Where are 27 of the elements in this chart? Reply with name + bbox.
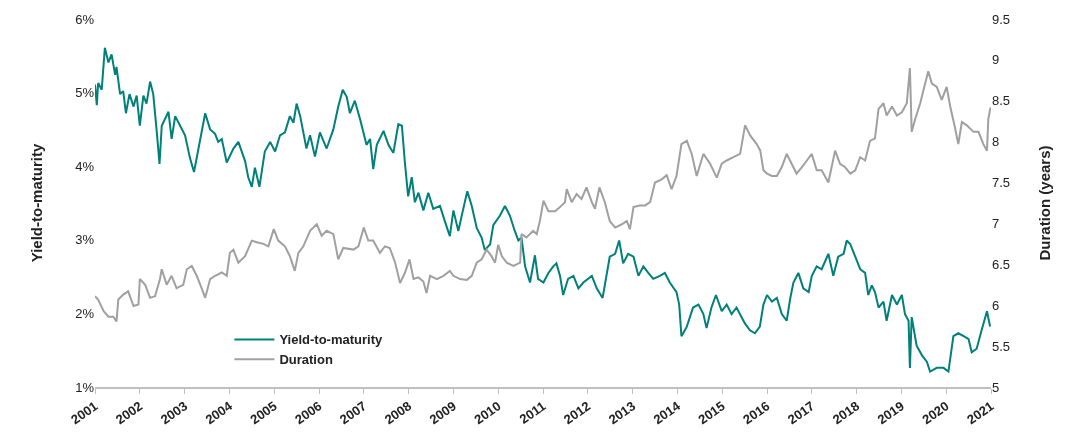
x-tick-label: 2004 bbox=[202, 397, 236, 428]
x-tick-label: 2014 bbox=[650, 397, 684, 428]
y-axis-title: Yield-to-maturity bbox=[28, 143, 46, 263]
line-series bbox=[95, 67, 991, 323]
y-tick-label: 2% bbox=[75, 305, 95, 321]
y2-tick-label: 7.5 bbox=[992, 175, 1011, 191]
y2-axis-title: Duration (years) bbox=[1036, 145, 1054, 261]
y-tick-label: 3% bbox=[75, 232, 95, 248]
legend-label: Yield-to-maturity bbox=[279, 332, 383, 348]
x-tick-label: 2011 bbox=[516, 398, 549, 427]
y2-tick-label: 6 bbox=[992, 297, 1000, 313]
x-tick-label: 2009 bbox=[426, 398, 459, 428]
y2-tick-label: 7 bbox=[992, 215, 1000, 231]
y2-tick-label: 9 bbox=[992, 52, 1000, 68]
y2-tick-label: 9.5 bbox=[992, 11, 1011, 27]
y-tick-label: 1% bbox=[75, 379, 95, 395]
y2-tick-label: 6.5 bbox=[992, 256, 1011, 272]
y-tick-label: 4% bbox=[75, 158, 95, 174]
legend-label: Duration bbox=[279, 352, 333, 368]
x-tick-label: 2019 bbox=[874, 398, 907, 428]
y2-tick-label: 5 bbox=[992, 379, 1000, 395]
line-series bbox=[95, 46, 991, 373]
y-tick-label: 6% bbox=[75, 11, 95, 27]
y2-tick-label: 8.5 bbox=[992, 93, 1011, 109]
y2-tick-label: 5.5 bbox=[992, 338, 1011, 354]
y-tick-label: 5% bbox=[75, 85, 95, 101]
y2-tick-label: 8 bbox=[992, 134, 1000, 150]
